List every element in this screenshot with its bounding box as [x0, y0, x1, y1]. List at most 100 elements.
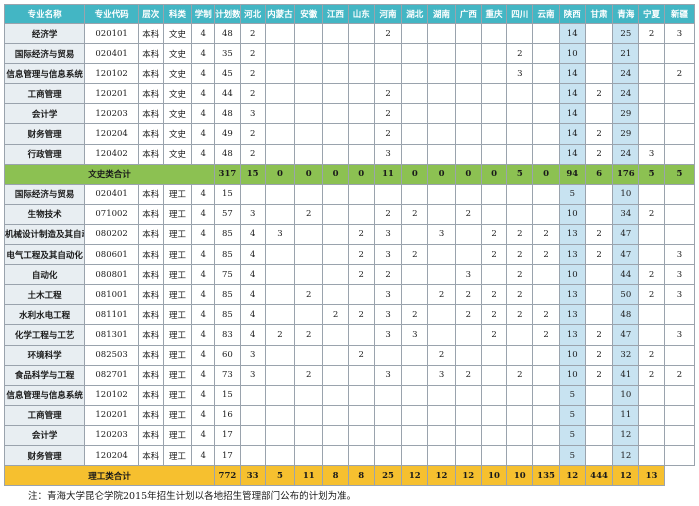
table-cell [347, 43, 375, 65]
table-cell [401, 404, 429, 426]
table-cell [401, 123, 429, 145]
table-cell: 2 [373, 22, 403, 45]
table-cell: 2 [347, 244, 375, 266]
table-cell [638, 83, 665, 105]
major-name-cell: 食品科学与工程 [3, 364, 86, 386]
table-cell [532, 424, 560, 446]
table-cell [322, 83, 349, 105]
table-cell: 13 [558, 284, 586, 306]
subtotal-cell: 15 [239, 163, 266, 185]
table-cell: 2 [294, 364, 324, 386]
subtotal-cell: 8 [347, 465, 375, 487]
table-cell: 2 [454, 284, 482, 306]
table-cell: 10 [558, 344, 586, 366]
table-cell: 2 [506, 284, 534, 306]
table-cell [294, 424, 324, 446]
table-cell: 2 [373, 83, 403, 105]
major-name-cell: 经济学 [3, 22, 86, 45]
subtotal-cell: 5 [264, 465, 296, 487]
table-cell: 4 [191, 123, 216, 145]
table-cell: 理工 [162, 183, 193, 205]
subtotal-cell: 11 [294, 465, 324, 487]
table-cell: 3 [427, 223, 456, 246]
column-header: 山东 [347, 4, 375, 24]
table-cell [480, 103, 508, 125]
table-cell: 14 [558, 22, 586, 45]
table-cell [401, 284, 429, 306]
table-cell [532, 364, 560, 386]
table-cell [401, 364, 429, 386]
table-row: 会计学 120203 本科 文史 4 48 3 2 14 29 [3, 103, 696, 125]
table-cell: 本科 [137, 244, 164, 266]
table-cell [347, 364, 375, 386]
table-cell: 4 [191, 364, 216, 386]
table-cell: 120203 [84, 424, 139, 446]
column-header: 河南 [373, 4, 403, 24]
table-cell [663, 344, 696, 366]
table-cell: 4 [239, 284, 266, 306]
table-cell: 25 [612, 22, 640, 45]
table-cell [584, 404, 614, 426]
table-cell: 020101 [84, 22, 139, 45]
table-cell [264, 344, 296, 366]
table-cell [532, 344, 560, 366]
table-cell [584, 444, 614, 467]
table-cell: 75 [214, 264, 241, 286]
major-name-cell: 工商管理 [3, 83, 86, 105]
table-cell: 2 [239, 63, 266, 85]
subtotal-cell: 94 [558, 163, 586, 185]
table-cell [532, 63, 560, 85]
table-cell: 文史 [162, 143, 193, 165]
table-cell [373, 404, 403, 426]
table-cell: 本科 [137, 143, 164, 165]
table-cell: 4 [191, 424, 216, 446]
table-cell [480, 424, 508, 446]
table-cell: 29 [612, 123, 640, 145]
table-cell [401, 43, 429, 65]
table-cell: 3 [638, 143, 665, 165]
table-cell: 10 [612, 384, 640, 406]
table-cell: 4 [239, 264, 266, 286]
table-cell: 2 [506, 364, 534, 386]
table-cell: 17 [214, 424, 241, 446]
column-header: 计划数 [214, 4, 241, 24]
subtotal-cell: 176 [612, 163, 640, 185]
table-cell: 5 [558, 384, 586, 406]
table-cell: 理工 [162, 304, 193, 326]
table-cell: 4 [191, 284, 216, 306]
table-cell: 2 [454, 304, 482, 326]
table-cell: 120201 [84, 83, 139, 105]
table-cell [264, 424, 296, 446]
table-cell: 080601 [84, 244, 139, 266]
table-cell: 4 [191, 63, 216, 85]
table-row: 工商管理 120201 本科 理工 4 16 5 11 [3, 404, 696, 426]
table-cell: 4 [239, 304, 266, 326]
table-cell [347, 384, 375, 406]
table-cell: 14 [558, 143, 586, 165]
header-row: 专业名称 专业代码 层次 科类 学制 计划数 河北 内蒙古 安徽 江西 山东 河南 湖北 湖南 广西 重庆 四川… [3, 4, 696, 24]
table-cell: 4 [191, 203, 216, 225]
table-cell: 83 [214, 324, 241, 346]
table-cell: 3 [663, 264, 696, 286]
table-cell [264, 43, 296, 65]
table-cell [427, 264, 456, 286]
table-cell: 2 [480, 223, 508, 246]
table-cell [638, 43, 665, 65]
subtotal-row-ligong: 理工类合计 772 33 5 11 8 8 25 12 12 12 10 10 135 12 444 12 13 [3, 465, 695, 487]
table-cell [480, 43, 508, 65]
table-cell [347, 444, 375, 467]
table-cell [322, 143, 349, 165]
subtotal-cell: 0 [427, 163, 456, 185]
table-cell [454, 103, 482, 125]
table-cell [322, 22, 349, 45]
table-cell: 35 [214, 43, 241, 65]
table-cell: 4 [191, 143, 216, 165]
table-cell [584, 63, 614, 85]
table-cell [322, 424, 349, 446]
column-header: 学制 [191, 4, 216, 24]
table-cell: 3 [373, 324, 403, 346]
column-header: 层次 [137, 4, 164, 24]
column-header: 陕西 [558, 4, 586, 24]
table-cell: 020401 [84, 43, 139, 65]
table-cell [584, 103, 614, 125]
